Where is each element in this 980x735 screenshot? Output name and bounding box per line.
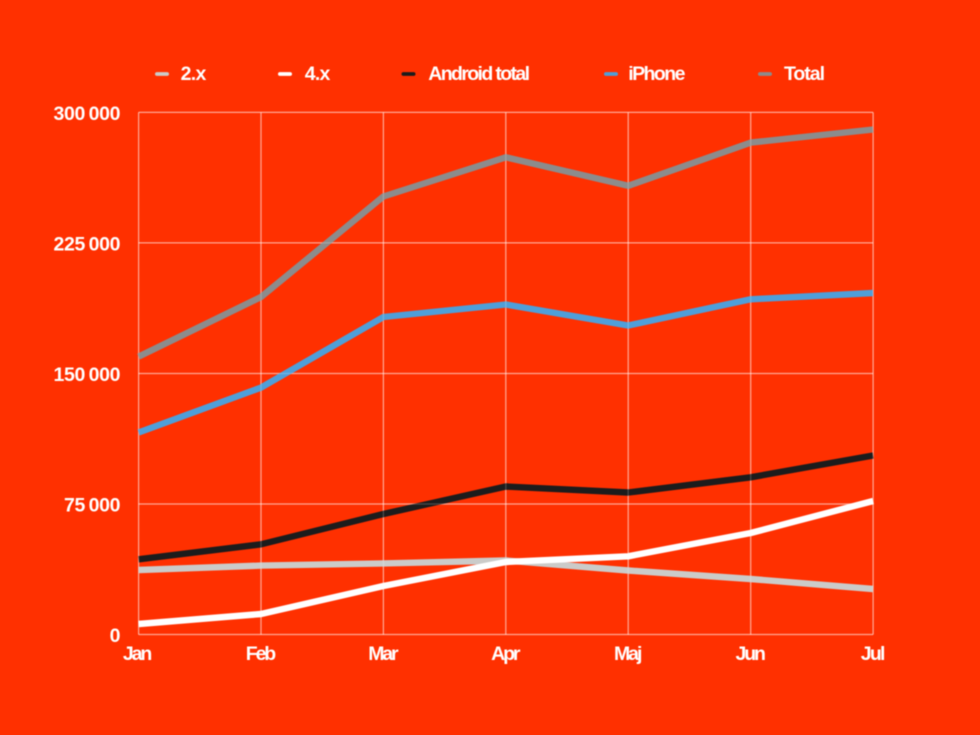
svg-text:225 000: 225 000: [54, 233, 121, 255]
svg-text:Jun: Jun: [736, 643, 766, 665]
svg-text:0: 0: [110, 625, 121, 647]
svg-text:Mar: Mar: [368, 643, 399, 665]
svg-text:2.x: 2.x: [181, 63, 207, 85]
svg-text:Jul: Jul: [861, 643, 886, 665]
svg-text:300 000: 300 000: [54, 103, 121, 125]
svg-text:Total: Total: [784, 63, 825, 85]
svg-text:4.x: 4.x: [305, 63, 331, 85]
svg-text:Apr: Apr: [491, 643, 521, 665]
svg-text:Android total: Android total: [428, 63, 530, 85]
svg-text:75 000: 75 000: [64, 495, 121, 517]
svg-text:Maj: Maj: [614, 643, 642, 665]
svg-text:Jan: Jan: [123, 643, 152, 665]
svg-text:Feb: Feb: [246, 643, 276, 665]
svg-text:iPhone: iPhone: [628, 63, 685, 85]
svg-text:150 000: 150 000: [54, 364, 121, 386]
